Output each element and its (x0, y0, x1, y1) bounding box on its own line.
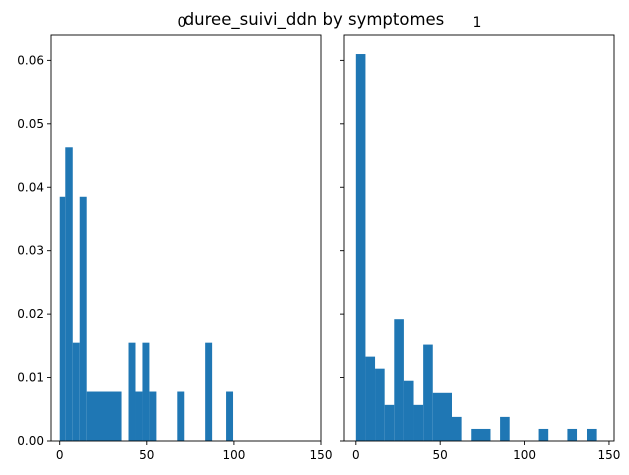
x-tick-label: 100 (222, 448, 245, 462)
y-ticks-1 (340, 59, 344, 442)
histogram-panel-0: 0 50 100 150 0.00 0.01 0.02 0.03 0.04 0.05 0.06 0 (17, 15, 332, 462)
histogram-bar (471, 428, 491, 441)
histogram-bar (128, 342, 136, 441)
histogram-bar (149, 391, 157, 441)
panel-title-1: 1 (473, 15, 482, 31)
histogram-bar (79, 196, 87, 441)
histogram-bar (59, 196, 66, 441)
x-ticks-0: 0 50 100 150 (56, 441, 333, 462)
histogram-bar (65, 147, 73, 441)
histogram-bar (365, 356, 376, 441)
x-tick-label: 0 (56, 448, 64, 462)
histogram-bar (452, 416, 462, 441)
histogram-bar (355, 54, 366, 441)
histogram-bar (432, 392, 452, 441)
plot-frame-1 (343, 34, 615, 442)
histogram-bar (384, 404, 395, 441)
histogram-bar (538, 428, 549, 441)
bars-1 (355, 54, 597, 441)
histogram-bar (142, 342, 150, 441)
plot-area-0 (51, 35, 321, 441)
histogram-bar (226, 391, 234, 441)
panel-title-0: 0 (178, 15, 187, 31)
bars-0 (59, 147, 234, 441)
x-tick-label: 0 (352, 448, 360, 462)
histogram-bar (500, 416, 510, 441)
y-tick-label: 0.04 (17, 180, 44, 194)
histogram-panel-1: 0 50 100 150 1 (340, 15, 620, 462)
histogram-bar (394, 319, 404, 441)
y-tick-label: 0.02 (17, 307, 44, 321)
histogram-bar (86, 391, 122, 441)
histogram-bar (587, 428, 597, 441)
histogram-bar (177, 391, 185, 441)
histogram-bar (403, 380, 414, 441)
histogram-bar (567, 428, 578, 441)
histogram-bar (413, 404, 424, 441)
histogram-bar (423, 344, 433, 441)
plot-frame-0 (50, 34, 322, 442)
x-tick-label: 150 (597, 448, 620, 462)
y-tick-label: 0.01 (17, 371, 44, 385)
y-tick-label: 0.06 (17, 53, 44, 67)
histogram-bar (135, 391, 143, 441)
y-tick-label: 0.00 (17, 434, 44, 448)
x-tick-label: 150 (310, 448, 333, 462)
x-tick-label: 50 (433, 448, 448, 462)
y-ticks-0: 0.00 0.01 0.02 0.03 0.04 0.05 0.06 (17, 53, 51, 448)
histogram-bar (205, 342, 213, 441)
histogram-bar (72, 342, 80, 441)
x-ticks-1: 0 50 100 150 (352, 441, 620, 462)
suptitle: duree_suivi_ddn by symptomes (184, 10, 445, 30)
x-tick-label: 50 (139, 448, 154, 462)
plot-area-1 (344, 35, 614, 441)
y-tick-label: 0.03 (17, 244, 44, 258)
y-tick-label: 0.05 (17, 117, 44, 131)
histogram-bar (375, 368, 385, 441)
x-tick-label: 100 (513, 448, 536, 462)
